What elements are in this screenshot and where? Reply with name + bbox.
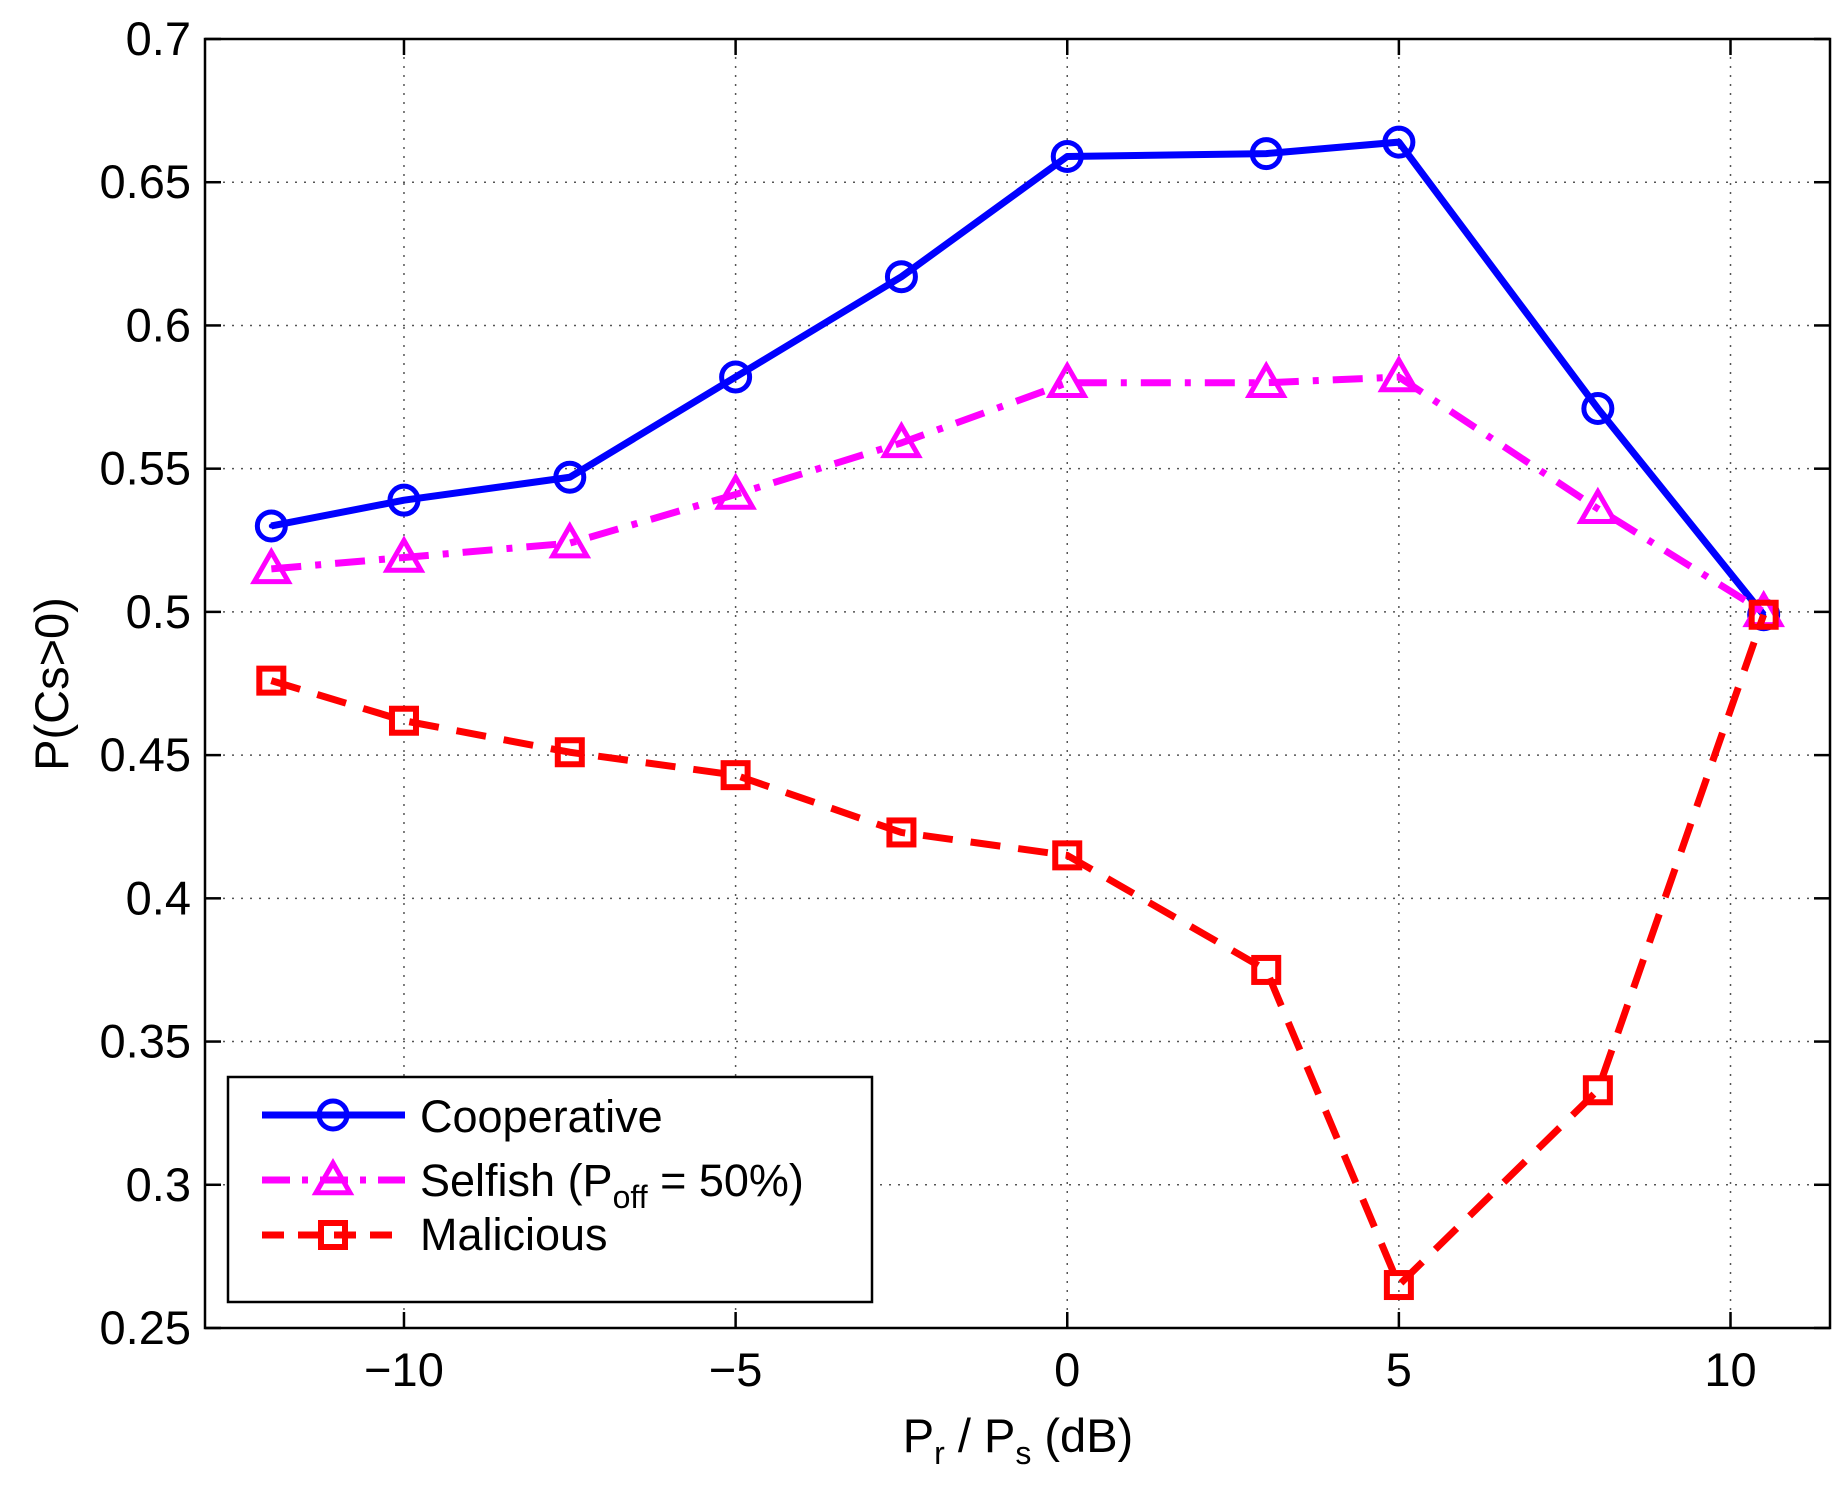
cooperative-marker-dot [401, 497, 407, 503]
cooperative-marker [1249, 137, 1283, 171]
cooperative-marker-dot [898, 274, 904, 280]
legend-marker-cooperative-dot [330, 1112, 336, 1118]
malicious-marker [1052, 840, 1083, 871]
malicious-marker [1582, 1075, 1613, 1106]
x-tick-label: −10 [364, 1343, 444, 1396]
selfish-marker [548, 521, 592, 559]
selfish-marker [250, 546, 293, 585]
y-tick-label: 0.45 [100, 728, 191, 781]
cooperative-marker [719, 360, 753, 394]
cooperative-marker-dot [1396, 139, 1402, 145]
selfish-marker [1377, 354, 1421, 393]
series-malicious [256, 599, 1779, 1301]
selfish-line [271, 373, 1766, 615]
x-tick-label: −5 [709, 1343, 763, 1396]
cooperative-marker [884, 260, 918, 294]
cooperative-marker-dot [1064, 153, 1070, 159]
legend-label-cooperative: Cooperative [420, 1091, 663, 1142]
malicious-marker [720, 760, 751, 791]
y-tick-label: 0.3 [126, 1158, 191, 1211]
cooperative-marker-dot [567, 474, 573, 480]
selfish-marker [1244, 360, 1288, 398]
legend-label-malicious: Malicious [420, 1209, 608, 1260]
cooperative-marker [387, 483, 421, 517]
y-tick-label: 0.35 [100, 1015, 191, 1068]
cooperative-marker-dot [1595, 406, 1601, 412]
malicious-line [270, 613, 1767, 1289]
x-tick-label: 10 [1704, 1343, 1756, 1396]
malicious-marker [554, 737, 585, 768]
selfish-marker [880, 420, 923, 459]
selfish-marker [714, 472, 757, 510]
plot-frame [203, 37, 1832, 1330]
malicious-marker [1251, 954, 1282, 985]
y-tick-label: 0.25 [100, 1301, 191, 1354]
legend-marker-selfish [311, 1157, 355, 1196]
cooperative-marker [1050, 139, 1084, 173]
cooperative-marker-dot [1263, 151, 1269, 157]
x-tick-label: 5 [1386, 1343, 1412, 1396]
malicious-marker [886, 817, 917, 848]
cooperative-marker [553, 460, 587, 494]
cooperative-marker-dot [268, 523, 274, 529]
legend-marker-malicious [318, 1220, 348, 1250]
x-tick-label: 0 [1054, 1343, 1080, 1396]
y-tick-label: 0.55 [100, 442, 191, 495]
series-group [250, 125, 1785, 1301]
cooperative-marker [254, 509, 288, 543]
legend-label-selfish: Selfish (Poff = 50%) [420, 1155, 804, 1215]
y-tick-label: 0.4 [126, 871, 191, 924]
y-tick-label: 0.6 [126, 298, 191, 351]
x-axis-label: Pr / Ps (dB) [903, 1409, 1133, 1471]
malicious-marker [1748, 599, 1779, 630]
legend-marker-cooperative [316, 1098, 350, 1132]
cooperative-marker-dot [733, 374, 739, 380]
y-tick-label: 0.65 [100, 155, 191, 208]
malicious-marker [388, 705, 419, 736]
legend: Cooperative Selfish (Poff = 50%) Malicio… [226, 1075, 874, 1304]
malicious-marker [1383, 1270, 1414, 1301]
y-axis-label: P(Cs>0) [25, 597, 78, 771]
legend-samples [262, 1098, 405, 1250]
cooperative-line [270, 138, 1767, 617]
cooperative-marker [1581, 392, 1615, 426]
selfish-marker [1045, 360, 1089, 398]
selfish-marker [382, 535, 426, 573]
malicious-marker [256, 665, 287, 696]
axes: −10 −5 0 5 10 0.25 0.3 0.35 0.4 0.45 0.5 0.55 0.6 0.6… [100, 12, 1830, 1396]
y-tick-label: 0.7 [126, 12, 191, 65]
selfish-marker [1576, 486, 1620, 525]
cooperative-marker [1382, 125, 1416, 159]
y-tick-label: 0.5 [126, 585, 191, 638]
